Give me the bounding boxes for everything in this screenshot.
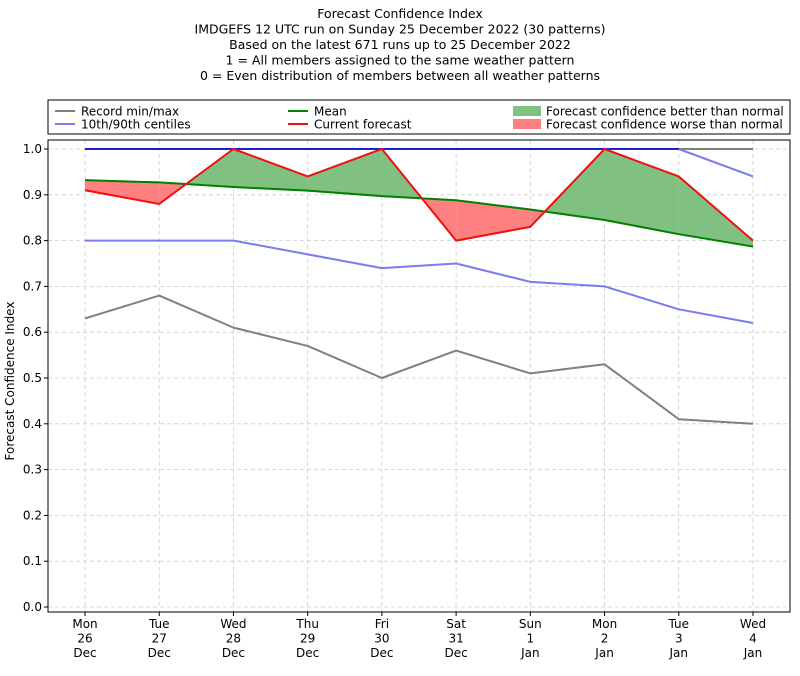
x-tick-label-line: Jan xyxy=(520,646,540,660)
x-tick-label-line: Sun xyxy=(519,617,542,631)
x-tick-label-line: 3 xyxy=(675,632,683,646)
confidence-region xyxy=(85,180,160,204)
x-tick-label-line: Dec xyxy=(370,646,393,660)
x-tick-label: Wed 28 Dec xyxy=(220,617,246,660)
x-tick-label-line: Wed xyxy=(220,617,246,631)
legend-label: Forecast confidence better than normal xyxy=(546,105,784,119)
x-tick-label-line: Mon xyxy=(592,617,617,631)
y-tick-label: 0.3 xyxy=(23,463,42,477)
y-tick-label: 0.7 xyxy=(23,279,42,293)
title-line: 0 = Even distribution of members between… xyxy=(200,68,600,83)
x-tick-label-line: Dec xyxy=(73,646,96,660)
y-tick-label: 0.6 xyxy=(23,325,42,339)
y-tick-label: 0.4 xyxy=(23,417,42,431)
title-line: Based on the latest 671 runs up to 25 De… xyxy=(229,37,571,52)
x-tick-label: Fri 30 Dec xyxy=(370,617,393,660)
x-tick-label-line: 2 xyxy=(601,632,609,646)
y-tick-label: 0.0 xyxy=(23,600,42,614)
title-line: IMDGEFS 12 UTC run on Sunday 25 December… xyxy=(195,22,606,37)
legend-label: 10th/90th centiles xyxy=(81,118,191,132)
x-tick-label: Mon 26 Dec xyxy=(72,617,97,660)
y-tick-label: 0.1 xyxy=(23,554,42,568)
x-tick-label-line: 30 xyxy=(374,632,389,646)
y-tick-label: 1.0 xyxy=(23,142,42,156)
legend-label: Mean xyxy=(314,105,347,119)
x-tick-label-line: Fri xyxy=(375,617,389,631)
x-tick-label: Sat 31 Dec xyxy=(444,617,467,660)
record-min-line xyxy=(84,294,754,425)
x-tick-label: Sun 1 Jan xyxy=(519,617,542,660)
legend-swatch xyxy=(513,106,541,116)
confidence-region xyxy=(544,149,605,220)
legend-label: Forecast confidence worse than normal xyxy=(546,118,783,132)
x-tick-label-line: Thu xyxy=(295,617,319,631)
x-tick-label-line: 27 xyxy=(152,632,167,646)
x-tick-label-line: 1 xyxy=(527,632,535,646)
title-line: Forecast Confidence Index xyxy=(317,6,483,21)
x-tick-label-line: Mon xyxy=(72,617,97,631)
grid xyxy=(48,140,790,612)
y-tick-label: 0.9 xyxy=(23,188,42,202)
x-tick-label: Tue 3 Jan xyxy=(668,617,690,660)
x-tick-label: Mon 2 Jan xyxy=(592,617,617,660)
x-tick-label: Wed 4 Jan xyxy=(740,617,766,660)
x-tick-label-line: Dec xyxy=(296,646,319,660)
series-lines xyxy=(84,148,754,425)
x-tick-label-line: Tue xyxy=(668,617,690,631)
legend-box xyxy=(47,99,791,135)
legend-label: Record min/max xyxy=(81,105,179,119)
legend-label: Current forecast xyxy=(314,118,412,132)
p10-line xyxy=(85,239,754,325)
x-tick-label: Tue 27 Dec xyxy=(148,617,171,660)
title-line: 1 = All members assigned to the same wea… xyxy=(226,53,575,68)
y-tick-label: 0.8 xyxy=(23,234,42,248)
x-tick-label-line: Jan xyxy=(669,646,689,660)
x-tick-label-line: Tue xyxy=(148,617,170,631)
x-tick-label-line: Sat xyxy=(446,617,466,631)
confidence-region xyxy=(307,149,382,197)
mean-line xyxy=(84,179,754,248)
current-forecast-line xyxy=(84,148,754,242)
x-tick-label-line: 28 xyxy=(226,632,241,646)
confidence-region xyxy=(456,200,531,241)
legend: Record min/max Mean Forecast confidence be… xyxy=(47,99,791,135)
legend-swatch xyxy=(513,119,541,129)
x-tick-label-line: Dec xyxy=(444,646,467,660)
x-tick-label-line: 29 xyxy=(300,632,315,646)
x-tick-label-line: Jan xyxy=(743,646,763,660)
x-tick-label-line: Dec xyxy=(222,646,245,660)
y-tick-label: 0.2 xyxy=(23,508,42,522)
x-tick-label-line: 31 xyxy=(448,632,463,646)
plot-frame xyxy=(47,139,791,613)
x-tick-label: Thu 29 Dec xyxy=(295,617,319,660)
x-tick-label-line: 4 xyxy=(749,632,757,646)
x-tick-label-line: Jan xyxy=(594,646,614,660)
x-tick-label-line: Wed xyxy=(740,617,766,631)
y-tick-label: 0.5 xyxy=(23,371,42,385)
x-tick-label-line: 26 xyxy=(77,632,92,646)
y-axis-label: Forecast Confidence Index xyxy=(3,302,17,461)
x-tick-label-line: Dec xyxy=(148,646,171,660)
confidence-region xyxy=(233,149,308,191)
confidence-region xyxy=(678,176,753,247)
